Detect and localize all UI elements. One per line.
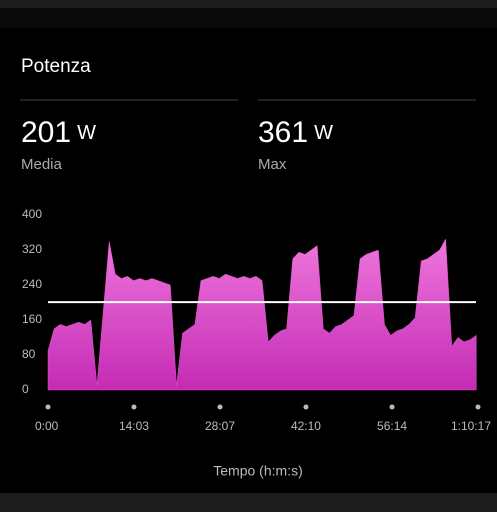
stat-value: 201 W <box>21 116 96 149</box>
y-tick-label: 0 <box>22 382 29 396</box>
y-tick-label: 320 <box>22 242 42 256</box>
stat-label: Media <box>21 156 63 173</box>
x-tick-dot <box>303 404 309 410</box>
power-area <box>47 238 477 391</box>
stat-number: 201 <box>21 116 71 149</box>
bottom-bar <box>0 493 497 512</box>
y-tick-label: 400 <box>22 207 42 221</box>
top-strip <box>0 8 497 28</box>
stat-number: 361 <box>258 116 308 149</box>
x-tick-dot <box>217 404 223 410</box>
top-bar <box>0 0 497 8</box>
stat-label: Max <box>258 156 287 173</box>
x-tick-label: 14:03 <box>119 419 149 433</box>
x-tick-label: 1:10:17 <box>451 419 491 433</box>
y-tick-label: 160 <box>22 312 42 326</box>
x-tick-dot <box>45 404 51 410</box>
y-tick-label: 80 <box>22 347 36 361</box>
x-tick-label: 28:07 <box>205 419 235 433</box>
x-tick-label: 42:10 <box>291 419 321 433</box>
stat-value: 361 W <box>258 116 333 149</box>
stat-unit: W <box>77 122 96 144</box>
x-tick-label: 0:00 <box>35 419 59 433</box>
y-tick-label: 240 <box>22 277 42 291</box>
x-tick-dot <box>475 404 481 410</box>
x-tick-dot <box>131 404 137 410</box>
plot: 0 80 160 240 320 400 0:00 14:03 28:07 42:10 56:14 1… <box>22 207 491 479</box>
card-title: Potenza <box>21 56 91 77</box>
x-tick-dot <box>389 404 395 410</box>
x-tick-label: 56:14 <box>377 419 407 433</box>
stat-unit: W <box>314 122 333 144</box>
x-axis-label: Tempo (h:m:s) <box>213 463 302 479</box>
